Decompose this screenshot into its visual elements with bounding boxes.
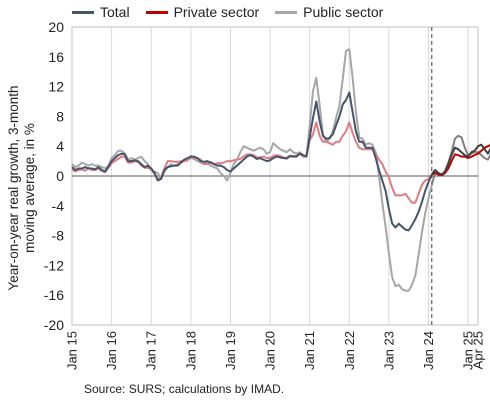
y-tick-label: -8 (52, 228, 65, 244)
x-tick-label: Jan 21 (302, 331, 317, 370)
y-tick-label: -4 (52, 198, 65, 214)
y-axis-title-line-2: moving average, in % (22, 123, 37, 253)
y-tick-label: -20 (44, 317, 64, 333)
legend-swatch-total (72, 10, 94, 14)
x-tick-label: Jan 25 (461, 331, 476, 370)
legend-item-public-sector: Public sector (275, 4, 383, 20)
y-tick-label: 12 (48, 79, 64, 95)
legend-label-public-sector: Public sector (303, 4, 384, 20)
source-note: Source: SURS; calculations by IMAD. (84, 382, 285, 396)
series-line-total (71, 91, 433, 232)
series-line-total-latest (430, 143, 490, 176)
y-axis-title: Year-on-year real growth, 3-month moving… (6, 38, 38, 338)
x-tick-label: Jan 20 (263, 331, 278, 370)
x-tick-label: Jan 19 (223, 331, 238, 370)
legend-swatch-public-sector (275, 10, 298, 14)
series-line-private-sector-latest (431, 144, 490, 177)
series-line-public-sector (71, 48, 433, 292)
x-tick-label: Jan 17 (144, 331, 159, 370)
x-tick-label: Jan 24 (421, 331, 436, 370)
y-tick-label: -16 (44, 287, 64, 303)
x-tick-label: Jan 15 (65, 331, 80, 370)
x-tick-label: Jan 18 (183, 331, 198, 370)
y-tick-label: 8 (56, 108, 64, 124)
y-tick-label: 0 (56, 168, 64, 184)
x-tick-label: Jan 23 (381, 331, 396, 370)
legend-label-private-sector: Private sector (173, 4, 260, 20)
y-tick-label: 16 (48, 49, 64, 65)
legend-item-total: Total (72, 4, 130, 20)
y-tick-label: 20 (48, 19, 64, 35)
y-tick-label: 4 (56, 138, 64, 154)
x-tick-label: Jan 22 (342, 331, 357, 370)
x-tick-label: Jan 16 (104, 331, 119, 370)
y-axis-title-line-1: Year-on-year real growth, 3-month (6, 85, 21, 291)
legend-swatch-private-sector (145, 10, 168, 14)
legend-label-total: Total (100, 4, 130, 20)
x-tick-label: Apr 25 (471, 331, 486, 369)
legend-item-private-sector: Private sector (145, 4, 260, 20)
y-tick-label: -12 (44, 257, 64, 273)
legend: Total Private sector Public sector (72, 2, 399, 22)
